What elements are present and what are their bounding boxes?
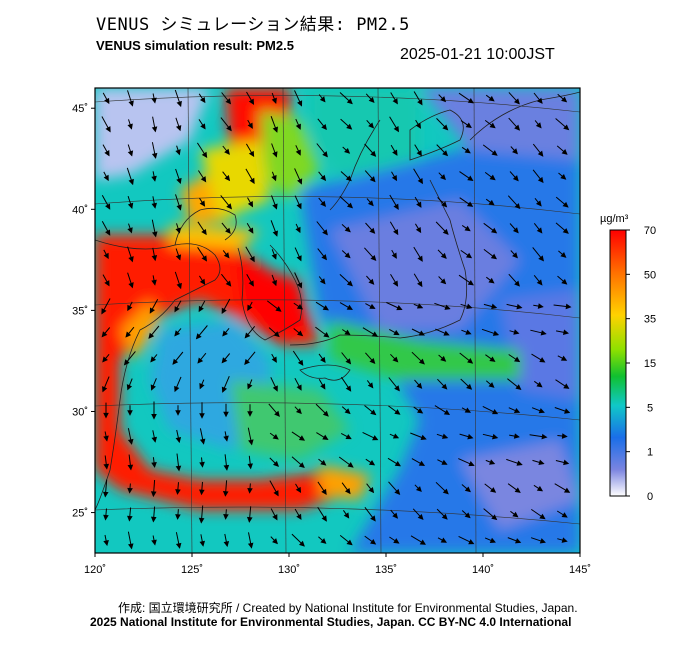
lon-tick-label: 125˚ xyxy=(181,564,203,576)
title-english: VENUS simulation result: PM2.5 xyxy=(96,38,294,53)
colorbar-tick-label: 1 xyxy=(647,447,653,459)
credit-text: 作成: 国立環境研究所 / Created by National Instit… xyxy=(118,601,578,615)
colorbar-tick-label: 0 xyxy=(647,491,653,503)
lat-tick-label: 45˚ xyxy=(72,103,88,115)
pm25-map: 120˚ 125˚ 130˚ 135˚ 140˚ 145˚45˚40˚35˚30˚25˚ … xyxy=(72,87,656,576)
lat-tick-label: 30˚ xyxy=(72,406,88,418)
graticule xyxy=(95,88,580,553)
lon-tick-label: 130˚ xyxy=(278,564,300,576)
timestamp: 2025-01-21 10:00JST xyxy=(400,46,555,63)
colorbar-tick-label: 15 xyxy=(644,358,656,370)
lat-tick-label: 40˚ xyxy=(72,204,88,216)
lon-tick-label: 140˚ xyxy=(472,564,494,576)
colorbar-tick-label: 50 xyxy=(644,269,656,281)
colorbar-tick-label: 70 xyxy=(644,225,656,237)
lat-tick-label: 25˚ xyxy=(72,508,88,520)
lon-tick-label: 135˚ xyxy=(375,564,397,576)
lon-tick-label: 120˚ xyxy=(84,564,106,576)
lon-tick-label: 145˚ xyxy=(569,564,591,576)
colorbar-unit: µg/m³ xyxy=(600,213,629,225)
concentration-field xyxy=(95,88,580,553)
colorbar-tick-label: 35 xyxy=(644,314,656,326)
axis-ticks: 120˚ 125˚ 130˚ 135˚ 140˚ 145˚ 45˚ 40˚ 35˚ 30˚ 25˚ xyxy=(72,103,591,576)
wind-vectors xyxy=(101,89,572,550)
colorbar-tick-label: 5 xyxy=(647,402,653,414)
copyright-text: 2025 National Institute for Environmenta… xyxy=(90,615,572,629)
title-japanese: VENUS シミュレーション結果: PM2.5 xyxy=(96,15,410,35)
map-frame xyxy=(94,87,581,554)
lat-tick-label: 35˚ xyxy=(72,305,88,317)
colorbar: µg/m³ 70 50 35 15 5 1 0 xyxy=(600,213,656,503)
